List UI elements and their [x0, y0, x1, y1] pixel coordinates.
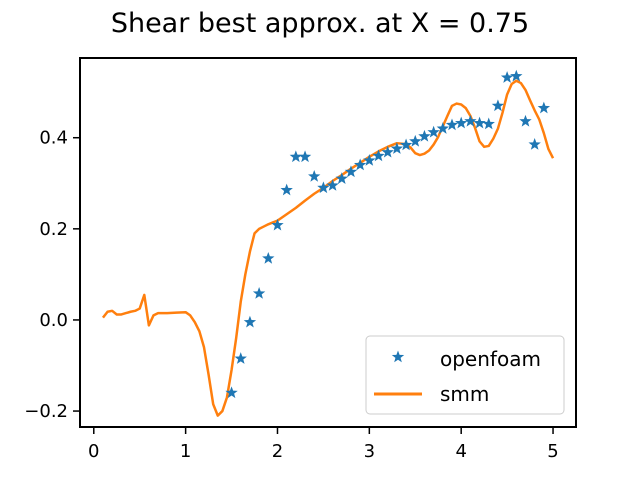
data-point-openfoam: [436, 122, 449, 134]
data-point-openfoam: [308, 169, 321, 182]
legend-marker-openfoam: [391, 350, 405, 363]
data-point-openfoam: [482, 117, 495, 130]
x-tick-label: 2: [272, 441, 283, 462]
data-point-openfoam: [500, 71, 514, 83]
data-point-openfoam: [381, 145, 394, 158]
data-point-openfoam: [262, 251, 275, 264]
data-point-openfoam: [537, 101, 551, 114]
data-point-openfoam: [344, 165, 358, 178]
data-point-openfoam: [298, 150, 312, 163]
data-point-openfoam: [372, 149, 385, 162]
data-point-openfoam: [390, 142, 404, 154]
x-tick-label: 1: [180, 441, 191, 462]
data-point-openfoam: [491, 99, 505, 112]
data-point-openfoam: [280, 183, 293, 196]
legend-label-smm: smm: [440, 382, 489, 406]
data-point-openfoam: [519, 114, 532, 127]
legend-label-openfoam: openfoam: [440, 347, 541, 371]
data-point-openfoam: [409, 134, 422, 147]
data-point-openfoam: [418, 129, 431, 142]
data-point-openfoam: [363, 154, 376, 166]
data-point-openfoam: [243, 315, 257, 328]
data-point-openfoam: [234, 352, 247, 364]
chart-title: Shear best approx. at X = 0.75: [111, 8, 529, 39]
series-layer: [101, 69, 555, 417]
data-point-openfoam: [353, 158, 367, 171]
data-point-openfoam: [473, 116, 486, 129]
x-tick-label: 4: [455, 441, 466, 462]
data-point-openfoam: [464, 114, 477, 127]
y-tick-label: 0.0: [39, 310, 68, 331]
data-point-openfoam: [445, 118, 459, 131]
x-tick-label: 0: [88, 441, 99, 462]
data-point-openfoam: [399, 138, 413, 151]
tick-layer: 0 1 2 3 4 5 −0.2 0.0 0.2 0.4: [24, 128, 558, 462]
data-point-openfoam: [510, 69, 523, 82]
data-point-openfoam: [289, 150, 303, 163]
y-tick-label: 0.4: [39, 128, 68, 149]
y-tick-label: −0.2: [24, 401, 68, 422]
data-point-openfoam: [252, 287, 266, 299]
data-point-openfoam: [271, 218, 284, 231]
x-tick-label: 5: [547, 441, 558, 462]
x-tick-label: 3: [364, 441, 375, 462]
axes-frame: [79, 57, 577, 428]
data-point-openfoam: [326, 179, 339, 191]
data-point-openfoam: [225, 386, 238, 399]
data-point-openfoam: [528, 138, 541, 150]
legend: openfoam smm: [365, 335, 565, 415]
data-point-openfoam: [335, 172, 348, 184]
data-point-openfoam: [317, 181, 330, 194]
data-point-openfoam: [455, 116, 468, 129]
data-point-openfoam: [427, 125, 440, 138]
y-tick-label: 0.2: [39, 219, 68, 240]
